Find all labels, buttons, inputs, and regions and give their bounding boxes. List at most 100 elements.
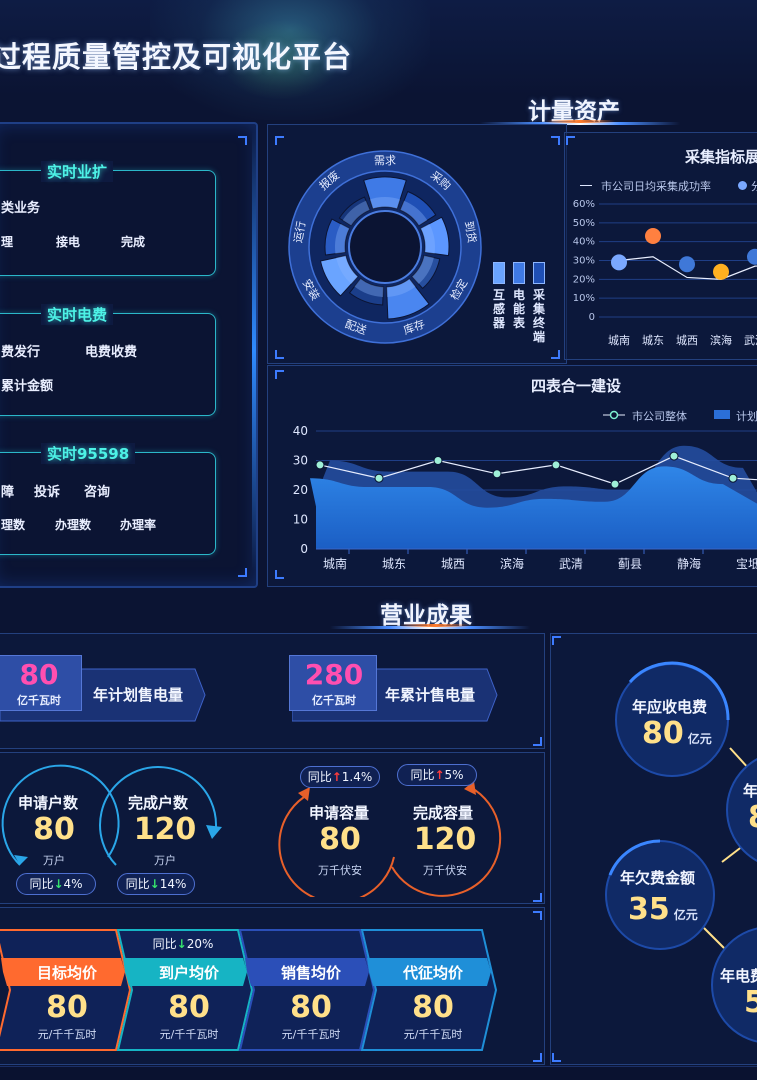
section-underline-accent xyxy=(400,624,470,627)
data-point[interactable] xyxy=(374,473,384,483)
y-tick-label: 40 xyxy=(293,424,308,438)
data-point[interactable] xyxy=(611,254,627,271)
corner-marker xyxy=(551,136,560,145)
x-tick-label: 武清 xyxy=(559,557,583,571)
apply-capacity-yoy: 同比↑1.4% xyxy=(300,766,380,788)
complete-capacity-label: 完成容量 xyxy=(413,804,474,822)
yoy-label: 同比 xyxy=(29,877,54,891)
corner-marker xyxy=(533,893,542,902)
wheel-sector xyxy=(338,196,371,227)
wheel-segment-label: 运行 xyxy=(292,220,309,244)
expansion-item: 理 xyxy=(1,235,14,249)
wheel-sector-inner xyxy=(342,200,370,226)
x-tick-label: 城东 xyxy=(642,334,664,347)
legend-swatch xyxy=(533,262,545,284)
complete-accounts-value: 120 xyxy=(133,812,197,847)
receivable-fee-value: 80 亿元 xyxy=(642,716,712,751)
four-tables-legend-overall: 市公司整体 xyxy=(632,410,687,423)
receivable-fee-unit: 亿元 xyxy=(687,732,712,746)
section-underline xyxy=(480,122,680,125)
data-point[interactable] xyxy=(679,256,695,273)
wheel-sector-inner xyxy=(336,255,359,284)
legend-swatch xyxy=(513,262,525,284)
wheel-sector-inner xyxy=(411,255,434,284)
x-tick-label: 宝坻 xyxy=(736,556,757,571)
complete-accounts-unit: 万户 xyxy=(154,854,176,867)
wheel-sector xyxy=(419,216,450,257)
yoy-value: 20% xyxy=(186,937,214,951)
x-tick-label: 城东 xyxy=(382,557,406,571)
section-underline xyxy=(330,626,530,629)
legend-label-partial: 分 xyxy=(751,180,757,193)
corner-marker xyxy=(533,1053,542,1062)
expansion-item: 接电 xyxy=(56,235,81,249)
yoy-label: 同比 xyxy=(125,877,150,891)
wheel-sector xyxy=(399,190,437,227)
arrears-fee-value: 35 亿元 xyxy=(628,892,698,927)
x-tick-label: 武清 xyxy=(744,334,757,347)
x-tick-label: 滨海 xyxy=(500,556,524,571)
data-point[interactable] xyxy=(728,473,738,483)
data-point[interactable] xyxy=(551,460,561,470)
y-tick-label: 10% xyxy=(573,293,595,304)
price-chevrons xyxy=(0,929,498,1051)
partial-fee-value-2: 5 xyxy=(744,985,757,1020)
wheel-sector-inner xyxy=(354,278,384,297)
data-point[interactable] xyxy=(713,263,729,280)
wheel-sector-inner xyxy=(400,200,428,226)
partial-fee-label: 年 xyxy=(743,782,757,800)
arrow-up-icon: ↑ xyxy=(331,770,342,784)
wheel-sector-inner xyxy=(335,223,350,254)
realtime-expansion-box: 实时业扩 类业务 理 接电 完成 xyxy=(0,161,216,276)
expansion-item: 类业务 xyxy=(1,201,41,216)
complete-capacity-value: 120 xyxy=(413,822,477,857)
wheel-sector xyxy=(319,254,359,297)
data-point[interactable] xyxy=(492,469,502,479)
annual-total-unit: 亿千瓦时 xyxy=(312,694,356,707)
data-point[interactable] xyxy=(747,248,757,265)
x-tick-label: 城西 xyxy=(441,557,465,571)
hotline-item: 办理数 xyxy=(55,518,92,532)
corner-marker xyxy=(275,136,284,145)
legend-label: 采集终端 xyxy=(532,288,545,344)
data-point[interactable] xyxy=(645,228,661,245)
data-point[interactable] xyxy=(669,451,679,461)
x-tick-label: 静海 xyxy=(677,556,701,571)
data-point[interactable] xyxy=(433,456,443,465)
price-unit: 元/千千瓦时 xyxy=(159,1028,219,1041)
apply-accounts-label: 申请户数 xyxy=(18,794,79,812)
price-label: 销售均价 xyxy=(280,964,341,982)
y-tick-label: 10 xyxy=(293,513,308,527)
price-unit: 元/千千瓦时 xyxy=(281,1028,341,1041)
arrow-up-icon: ↑ xyxy=(434,768,445,782)
ring-decorations xyxy=(1,764,502,897)
data-point[interactable] xyxy=(315,460,325,470)
data-point[interactable] xyxy=(610,479,620,489)
partial-fee-label-2: 年电费 xyxy=(720,967,757,985)
y-tick-label: 20 xyxy=(293,483,308,497)
price-label-band xyxy=(123,958,247,986)
x-tick-label: 蓟县 xyxy=(618,557,642,571)
price-value: 80 xyxy=(290,990,332,1025)
series-line xyxy=(618,256,757,280)
wheel-sector xyxy=(386,277,430,320)
realtime-hotline-box: 实时95598 障 投诉 咨询 理数 办理数 办理率 xyxy=(0,443,216,555)
collect-indicator-panel xyxy=(564,132,757,360)
yoy-label: 同比 xyxy=(152,937,177,951)
panel-edge-glow xyxy=(252,130,256,570)
arrears-fee-unit: 亿元 xyxy=(673,908,698,922)
y-tick-label: 30 xyxy=(293,454,308,468)
apply-capacity-label: 申请容量 xyxy=(309,804,370,822)
apply-capacity-value: 80 xyxy=(319,822,361,857)
complete-capacity-unit: 万千伏安 xyxy=(423,864,467,877)
legend-line-marker xyxy=(580,185,592,186)
section-underline-accent xyxy=(545,120,615,123)
price-value: 80 xyxy=(46,990,88,1025)
legend-label: 互感器 xyxy=(492,288,505,330)
corner-marker xyxy=(275,350,284,359)
apply-capacity-unit: 万千伏安 xyxy=(318,864,362,877)
corner-marker xyxy=(533,911,542,920)
realtime-hotline-title: 实时95598 xyxy=(41,443,136,464)
